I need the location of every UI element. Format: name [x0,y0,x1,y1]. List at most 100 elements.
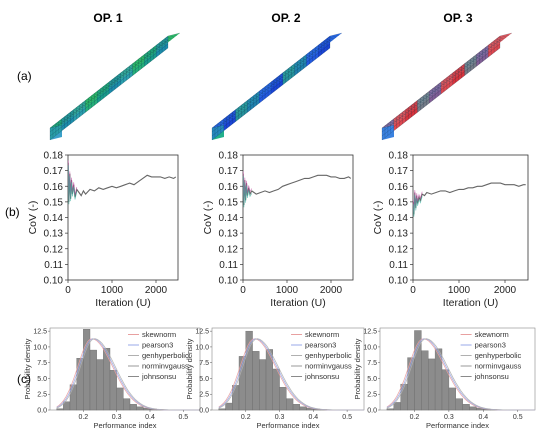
y-tick-label: 12.5 [363,329,377,336]
histogram-bar [116,387,124,411]
mesh-line [167,32,181,37]
x-tick-label: 0 [65,285,71,296]
legend-entry: pearson3 [142,341,173,350]
y-tick-label: 0.13 [219,229,239,240]
y-tick-label: 5.0 [199,376,209,383]
legend-entry: johnsonsu [474,372,509,381]
y-tick-label: 5.0 [367,376,377,383]
mesh-line [49,47,169,141]
y-axis-label: Probability density [353,338,362,399]
x-tick-label: 0.4 [145,414,155,421]
x-axis-label: Iteration (U) [95,297,150,309]
y-tick-label: 0.16 [44,182,64,193]
fitted-curve [56,338,200,411]
fitted-curve [386,338,535,411]
x-tick-label: 0 [410,285,416,296]
y-tick-label: 0.11 [219,260,238,271]
row-label-c: (c) [17,372,31,386]
y-tick-label: 10.0 [363,344,377,351]
y-axis-label: Probability density [185,338,194,399]
x-tick-label: 0.3 [112,414,122,421]
histogram-bar [123,398,131,411]
mesh-line [49,35,169,129]
y-axis-label: CoV (-) [202,201,214,235]
x-tick-label: 0.5 [513,414,523,421]
y-tick-label: 0.0 [367,408,377,415]
histogram-bar [299,406,307,411]
y-tick-label: 0.10 [44,276,64,287]
histogram-bar [225,402,233,411]
y-tick-label: 0.10 [389,276,409,287]
histogram-bar [259,359,267,411]
op1-title: OP. 1 [93,11,122,25]
histogram-bar [462,404,470,411]
y-tick-label: 2.5 [367,392,377,399]
x-tick-label: 0.3 [444,414,454,421]
x-tick-label: 0.4 [308,414,318,421]
histogram-bar [400,383,408,411]
mesh-line [165,35,178,39]
cov-early-overlay [67,165,78,205]
mesh-line [497,35,510,39]
y-tick-label: 0.15 [389,197,409,208]
y-tick-label: 0.14 [389,213,409,224]
histogram-bar [129,404,137,411]
histogram-1: 0.0 2.5 5.0 7.5 10.0 12.5 0.2 0.3 0.4 0.5 Performa… [23,327,201,430]
y-tick-label: 2.5 [37,392,47,399]
y-tick-label: 0.16 [389,182,409,193]
x-tick-label: 0.5 [178,414,188,421]
histogram-bar [96,359,104,411]
histogram-bar [89,349,97,411]
row-label-a: (a) [17,69,32,83]
y-tick-label: 0.18 [219,151,239,162]
x-tick-label: 0.2 [410,414,420,421]
op3-title: OP. 3 [443,11,472,25]
cov-chart-1: 0.10 0.11 0.12 0.13 0.14 0.15 0.16 0.17 0.18 0 100… [27,151,179,309]
plot-frame [242,154,354,281]
y-tick-label: 7.5 [199,360,209,367]
histogram-bar [448,387,456,411]
histogram-bar [421,350,429,411]
y-tick-label: 0.15 [219,197,239,208]
mesh-line [381,43,501,137]
mesh-line [381,47,501,141]
legend-entry: skewnorm [142,330,176,339]
mesh-line [329,32,343,37]
y-tick-label: 0.14 [219,213,239,224]
histogram-bar [279,387,287,411]
cov-chart-2: 0.10 0.11 0.12 0.13 0.14 0.15 0.16 0.17 0.18 0 100… [202,151,354,309]
y-tick-label: 0.17 [44,166,64,177]
y-tick-label: 0.17 [389,166,409,177]
legend-entry: genhyperbolic [305,351,352,360]
legend-entry: norminvgauss [142,362,189,371]
cov-early-overlay [242,176,253,208]
mesh-model-1 [49,32,181,141]
y-tick-label: 2.5 [199,392,209,399]
histogram-bar [434,348,443,411]
y-tick-label: 12.5 [33,329,47,336]
y-tick-label: 0.12 [389,244,409,255]
histogram-bar [455,398,463,411]
y-tick-label: 5.0 [37,376,47,383]
y-tick-label: 0.11 [44,260,63,271]
legend-entry: genhyperbolic [142,351,189,360]
y-tick-label: 0.13 [389,229,409,240]
y-tick-label: 0.15 [44,197,64,208]
op2-title: OP. 2 [271,11,300,25]
legend-entry: skewnorm [475,330,509,339]
mesh-line [381,35,501,129]
legend-entry: johnsonsu [141,372,176,381]
y-tick-label: 0.14 [44,213,64,224]
density-histograms: 0.0 2.5 5.0 7.5 10.0 12.5 0.2 0.3 0.4 0.5 Performa… [23,327,536,430]
histogram-bar [441,369,450,411]
x-tick-label: 0.2 [78,414,88,421]
x-axis-label: Iteration (U) [270,297,325,309]
histogram-bar [386,408,394,411]
histogram-bar [393,402,401,411]
y-axis-label: Probability density [23,338,32,399]
x-tick-label: 0.2 [241,414,251,421]
y-tick-label: 10.0 [195,344,209,351]
cov-series-line [412,182,526,215]
histogram-bar [56,408,64,411]
mesh-line [211,35,331,129]
